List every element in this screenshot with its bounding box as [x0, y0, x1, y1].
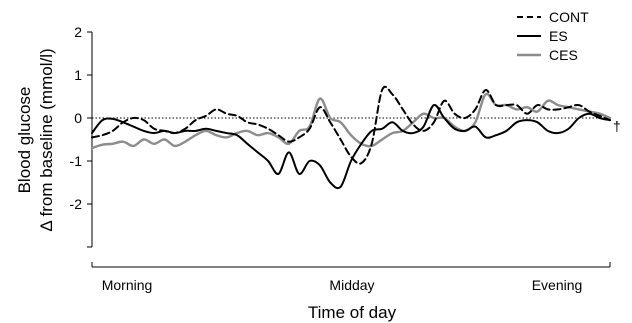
series-line-ces [90, 92, 612, 150]
legend: CONT ES CES [517, 9, 589, 63]
baseline-marker: † [613, 118, 621, 134]
x-axis-title: Time of day [308, 303, 397, 322]
legend-label-ces: CES [549, 47, 578, 63]
legend-label-es: ES [549, 28, 568, 44]
x-tick-label-morning: Morning [102, 277, 153, 293]
series-line-es [91, 104, 611, 190]
x-tick-label-midday: Midday [329, 277, 374, 293]
x-tick-label-evening: Evening [532, 277, 583, 293]
y-axis-title-line-2: Δ from baseline (mmol/l) [37, 48, 56, 231]
plot-area: 2 1 0 -1 -2 [70, 24, 612, 268]
y-tick-label-0: 2 [74, 24, 82, 40]
y-tick-label-2: 0 [74, 110, 82, 126]
y-tick-label-4: -2 [70, 196, 83, 212]
y-axis-title-line-1: Blood glucose [15, 87, 34, 194]
legend-label-cont: CONT [549, 9, 589, 25]
y-tick-label-1: 1 [74, 67, 82, 83]
series-line-cont [91, 85, 611, 165]
y-tick-label-3: -1 [70, 153, 83, 169]
